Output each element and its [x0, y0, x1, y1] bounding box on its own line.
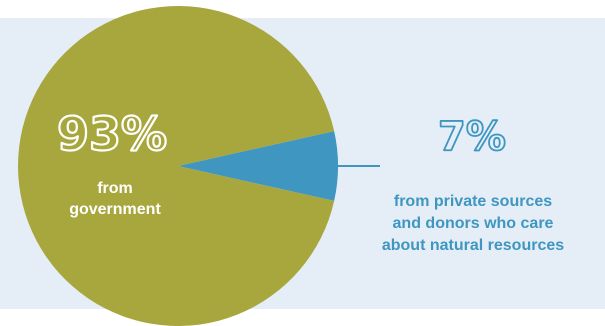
- government-label-line-1: from: [97, 180, 133, 197]
- private-label-line-1: from private sources: [393, 193, 553, 210]
- pie-slice-government: [18, 6, 335, 326]
- pie-slices: [18, 6, 338, 326]
- government-percent-label: 93%: [57, 107, 167, 161]
- private-label-line-3: about natural resources: [381, 237, 565, 254]
- private-slice-label: from private sources and donors who care…: [345, 191, 601, 257]
- government-label-line-2: government: [69, 201, 161, 218]
- private-label-line-2: and donors who care: [392, 215, 554, 232]
- pie-slice-private: [178, 131, 338, 201]
- government-slice-label: from government: [40, 178, 190, 220]
- private-percent-label: 7%: [438, 114, 506, 160]
